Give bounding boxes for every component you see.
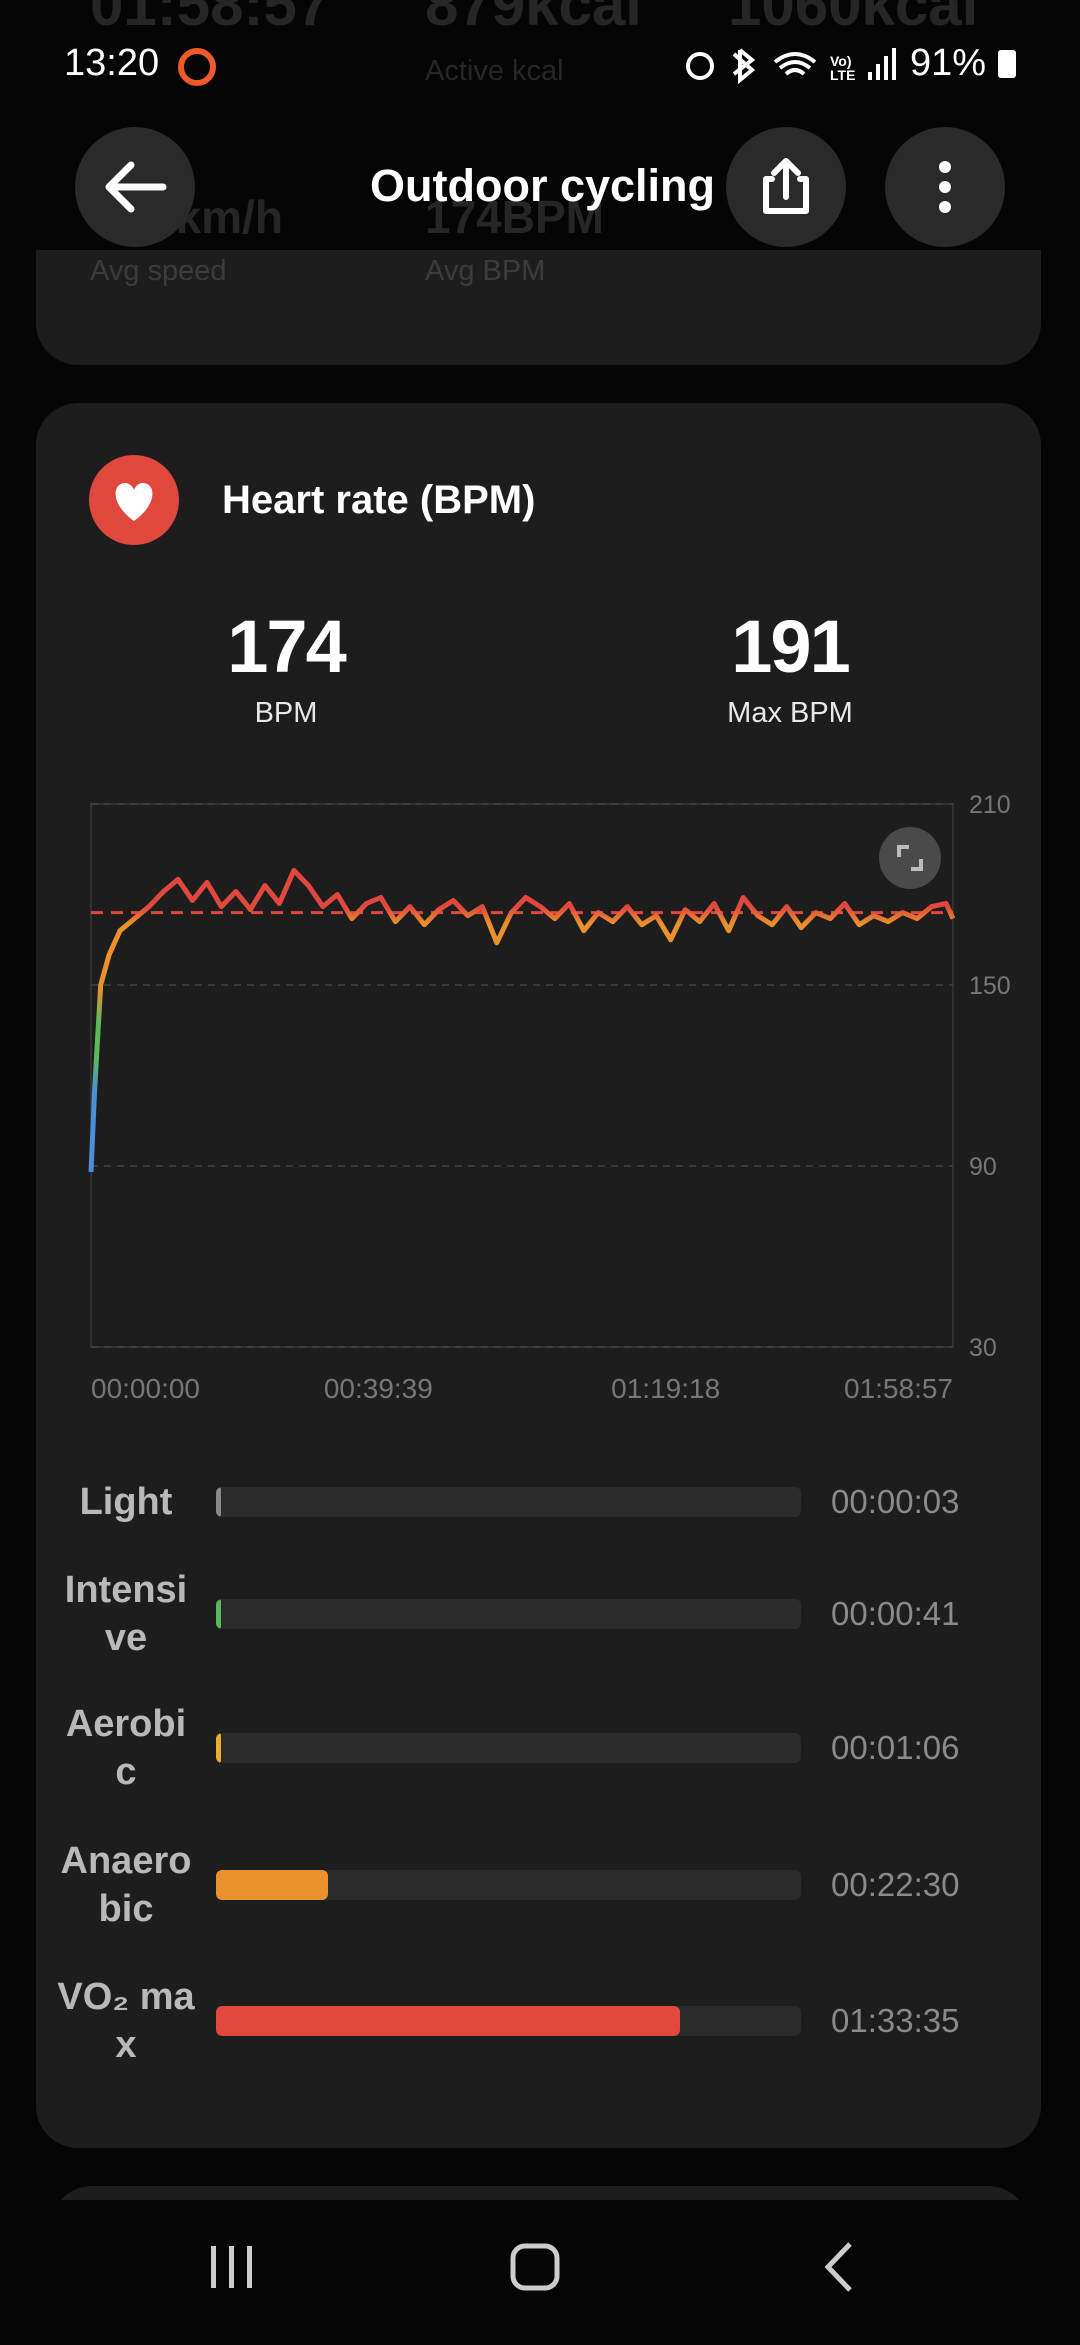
zone-label: Intensive [56, 1566, 196, 1662]
status-icons: Vo) LTE [686, 48, 896, 84]
zone-label: Anaerobic [56, 1837, 196, 1933]
y-tick-label: 30 [969, 1334, 997, 1362]
bg-text: 1060kcal [728, 0, 979, 38]
zone-track [216, 1487, 801, 1517]
zone-duration: 00:01:06 [831, 1729, 960, 1766]
zone-label-text: Aerobic [65, 1703, 187, 1793]
y-tick-label: 210 [969, 791, 1011, 819]
battery-text: 91% [910, 42, 987, 84]
bg-text: Active kcal [425, 55, 564, 87]
zone-label-text: VO₂ max [57, 1976, 195, 2066]
zone-bar [216, 1733, 222, 1763]
expand-icon [897, 845, 923, 871]
zone-track [216, 2006, 801, 2036]
x-tick-label: 00:39:39 [324, 1373, 433, 1404]
x-tick-label: 00:00:00 [91, 1373, 200, 1404]
y-tick-label: 150 [969, 972, 1011, 1000]
zone-track [216, 1733, 801, 1763]
bg-text: Avg speed [90, 255, 227, 287]
zone-label: Light [56, 1454, 196, 1550]
svg-text:LTE: LTE [830, 67, 855, 83]
zone-duration: 01:33:35 [831, 2002, 960, 2039]
heart-rate-line [88, 867, 956, 1173]
zone-track [216, 1870, 801, 1900]
stat-label: Max BPM [727, 697, 853, 729]
bg-text: 174BPM [425, 191, 604, 243]
zone-duration: 00:22:30 [831, 1866, 960, 1903]
zone-label-text: Light [79, 1481, 173, 1523]
stat-value: 174 [227, 605, 346, 688]
back-button[interactable] [75, 127, 195, 247]
navigation-bar [0, 2200, 1080, 2340]
x-tick-label: 01:58:57 [844, 1373, 953, 1404]
previous-card [36, 250, 1041, 365]
back-icon [105, 161, 167, 213]
more-icon [939, 161, 951, 213]
status-time: 13:20 [64, 42, 160, 84]
zone-label: Aerobic [56, 1700, 196, 1796]
back-nav-button[interactable] [824, 2242, 852, 2292]
home-button[interactable] [510, 2243, 560, 2291]
share-button[interactable] [726, 127, 846, 247]
bg-text: Avg BPM [425, 255, 546, 287]
recording-icon [178, 48, 216, 86]
bg-text: 01:58:57 [90, 0, 331, 38]
zone-label-text: Intensive [64, 1569, 188, 1659]
heart-rate-card [36, 403, 1041, 2148]
page-title: Outdoor cycling [370, 160, 716, 211]
share-icon [763, 158, 809, 214]
y-tick-label: 90 [969, 1153, 997, 1181]
zone-duration: 00:00:41 [831, 1595, 960, 1632]
expand-button[interactable] [879, 827, 941, 889]
stat-label: BPM [254, 697, 318, 729]
heart-icon [89, 455, 179, 545]
zone-label-text: Anaerobic [60, 1840, 192, 1930]
zone-bar [216, 2006, 681, 2036]
heart-rate-chart: 30 90 150 210 00:00:00 00:39:39 01:19:18 01:58:… [88, 791, 1011, 1404]
stat-value: 191 [731, 605, 850, 688]
battery-icon [998, 50, 1016, 78]
zone-bar [216, 1870, 328, 1900]
zone-bar [216, 1487, 221, 1517]
plot-frame [90, 803, 954, 1348]
zone-label: VO₂ max [56, 1973, 196, 2069]
more-button[interactable] [885, 127, 1005, 247]
bg-text: 879kcal [425, 0, 642, 38]
zone-bar [216, 1599, 221, 1629]
zone-track [216, 1599, 801, 1629]
heart-glyph [115, 483, 153, 521]
x-tick-label: 01:19:18 [611, 1373, 720, 1404]
recents-button[interactable] [211, 2246, 252, 2288]
card-title: Heart rate (BPM) [222, 478, 536, 522]
zone-duration: 00:00:03 [831, 1483, 960, 1520]
nav-icons [211, 2242, 852, 2292]
svg-text:Vo): Vo) [830, 53, 852, 69]
